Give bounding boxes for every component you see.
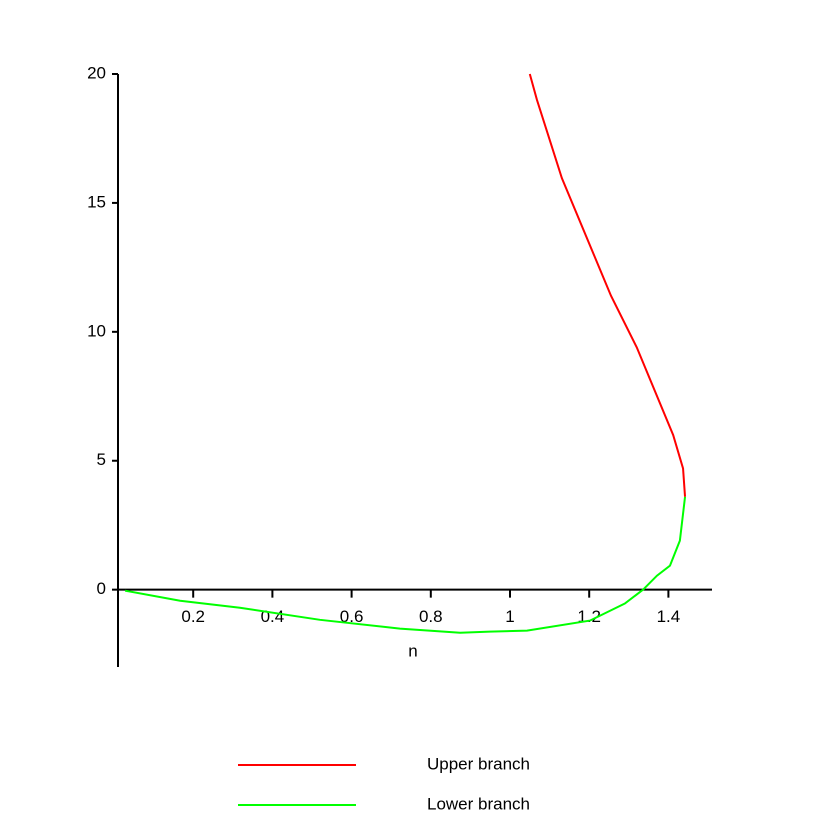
legend-label: Upper branch: [427, 754, 530, 773]
y-tick-label: 5: [97, 450, 106, 469]
y-tick-label: 15: [87, 192, 106, 211]
x-tick-label: 0.6: [340, 607, 364, 626]
line: [124, 496, 687, 634]
y-tick-label: 0: [97, 579, 106, 598]
x-tick-label: 1.4: [657, 607, 681, 626]
x-tick-label: 0.2: [181, 607, 205, 626]
x-axis-label: n: [408, 641, 417, 660]
y-tick-label: 20: [87, 63, 106, 82]
line: [528, 73, 687, 497]
x-tick-label: 0.8: [419, 607, 443, 626]
y-tick-label: 10: [87, 321, 106, 340]
legend-label: Lower branch: [427, 794, 530, 813]
x-tick-label: 0.4: [261, 607, 285, 626]
x-tick-label: 1: [505, 607, 514, 626]
